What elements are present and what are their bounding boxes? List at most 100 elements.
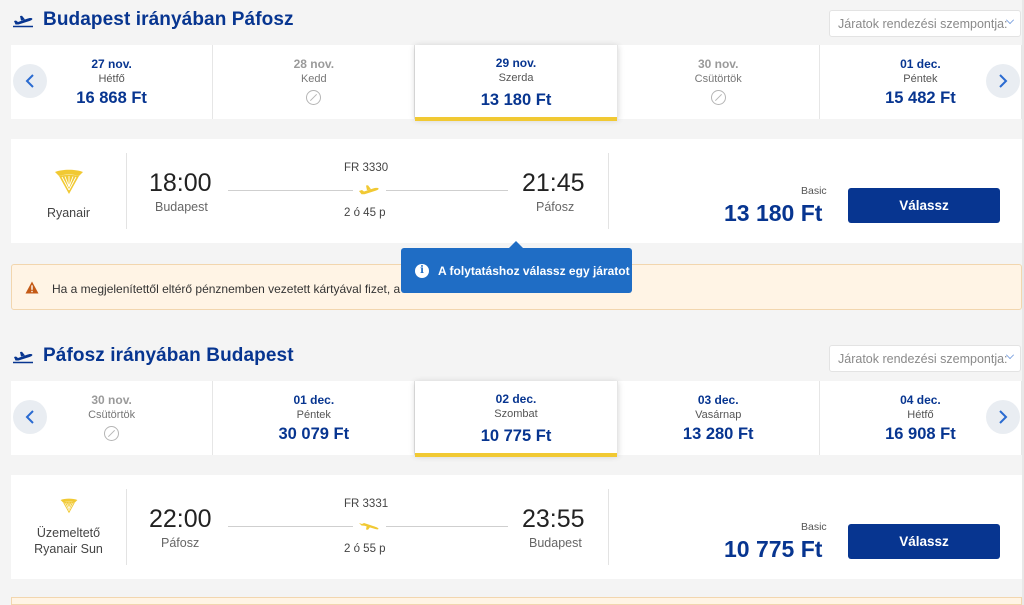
card-divider [608,153,609,229]
no-flights-icon [306,90,322,105]
departure-time: 18:00 [149,169,212,197]
weekday-label: Vasárnap [695,409,742,421]
weekday-label: Csütörtök [694,73,742,85]
weekday-label: Szerda [498,72,534,84]
scrollbar-track[interactable] [1022,0,1024,605]
date-price: 10 775 Ft [480,427,552,445]
date-option[interactable]: 04 dec. Hétfő 16 908 Ft [820,381,1023,455]
date-label: 01 dec. [293,393,335,407]
select-flight-tooltip: i A folytatáshoz válassz egy járatot [401,241,632,293]
no-flights-icon [710,90,726,105]
inbound-date-bar: 30 nov. Csütörtök 01 dec. Péntek 30 079 … [11,381,1023,457]
ryanair-harp-logo-icon [60,498,77,514]
weekday-label: Hétfő [98,73,125,85]
carrier-info: Üzemeltető Ryanair Sun [11,489,127,565]
chevron-right-icon [999,410,1008,424]
date-option[interactable]: 01 dec. Péntek 15 482 Ft [820,45,1023,119]
date-option-unavailable: 30 nov. Csütörtök [618,45,820,119]
prev-dates-button[interactable] [13,400,47,434]
fare-price: 10 775 Ft [724,536,823,562]
flight-duration: 2 ó 45 p [344,207,386,219]
outbound-date-bar: 27 nov. Hétfő 16 868 Ft 28 nov. Kedd 29 … [11,45,1023,121]
date-label: 30 nov. [91,393,132,407]
date-price: 15 482 Ft [885,89,956,107]
route-line [386,526,508,527]
next-dates-button[interactable] [986,64,1020,98]
inbound-section-title: Páfosz irányában Budapest [12,341,294,371]
warning-triangle-icon [25,281,39,294]
departure-city: Páfosz [161,536,200,550]
date-option-unavailable: 30 nov. Csütörtök [11,381,214,455]
date-option-selected[interactable]: 29 nov. Szerda 13 180 Ft [415,45,618,121]
sort-placeholder: Járatok rendezési szempontja: [838,352,1008,366]
select-flight-button[interactable]: Válassz [848,524,1000,559]
weekday-label: Szombat [494,408,538,420]
date-label: 27 nov. [91,57,132,71]
inbound-flight-card[interactable]: Üzemeltető Ryanair Sun 22:00 Páfosz FR 3… [11,475,1022,579]
arrival-city: Páfosz [536,200,575,214]
ryanair-harp-logo-icon [54,169,83,194]
route-line [228,190,353,191]
date-price: 16 908 Ft [885,425,956,443]
plane-takeoff-icon [13,15,33,28]
next-warning-strip [11,597,1022,605]
carrier-name: Ryanair [46,206,91,220]
sort-placeholder: Járatok rendezési szempontja: [838,17,1008,31]
outbound-section-title: Budapest irányában Páfosz [12,5,294,35]
weekday-label: Péntek [903,73,938,85]
date-label: 04 dec. [900,393,941,407]
plane-takeoff-icon [13,351,33,364]
plane-icon [359,185,379,195]
fare-type: Basic [801,521,827,533]
date-option-selected[interactable]: 02 dec. Szombat 10 775 Ft [415,381,618,457]
date-label: 03 dec. [697,393,739,407]
card-divider [608,489,609,565]
no-flights-icon [104,426,120,441]
flight-number: FR 3331 [344,498,389,510]
date-label: 01 dec. [900,57,941,71]
info-icon: i [415,263,429,278]
outbound-sort-select[interactable]: Járatok rendezési szempontja: [829,10,1021,37]
departure-city: Budapest [155,200,208,214]
warning-text: Ha a megjelenítettől eltérő pénznemben v… [52,282,401,296]
date-label: 30 nov. [697,57,739,71]
chevron-left-icon [25,74,34,88]
flight-number: FR 3330 [344,162,389,174]
outbound-flight-card[interactable]: Ryanair 18:00 Budapest FR 3330 2 ó 45 p … [11,139,1022,243]
weekday-label: Csütörtök [88,409,136,421]
inbound-sort-select[interactable]: Járatok rendezési szempontja: [829,345,1021,372]
carrier-operator-label: Üzemeltető [36,526,101,540]
arrival-time: 23:55 [522,505,585,533]
date-label: 29 nov. [495,56,537,70]
inbound-title: Páfosz irányában Budapest [43,345,294,366]
date-label: 28 nov. [293,57,335,71]
carrier-info: Ryanair [11,153,127,229]
carrier-name: Ryanair Sun [34,542,103,556]
date-label: 02 dec. [495,392,537,406]
outbound-title: Budapest irányában Páfosz [43,9,294,30]
flight-duration: 2 ó 55 p [344,543,386,555]
date-option[interactable]: 27 nov. Hétfő 16 868 Ft [11,45,214,119]
fare-type: Basic [801,185,827,197]
fare-price: 13 180 Ft [724,200,823,226]
tooltip-text: A folytatáshoz válassz egy járatot [438,263,630,278]
weekday-label: Péntek [296,409,331,421]
date-option[interactable]: 01 dec. Péntek 30 079 Ft [213,381,416,455]
select-flight-button[interactable]: Válassz [848,188,1000,223]
departure-time: 22:00 [149,505,212,533]
date-option[interactable]: 03 dec. Vasárnap 13 280 Ft [618,381,820,455]
chevron-right-icon [999,74,1008,88]
date-price: 13 280 Ft [682,425,754,443]
date-price: 13 180 Ft [480,91,552,109]
weekday-label: Kedd [300,73,327,85]
weekday-label: Hétfő [907,409,934,421]
next-dates-button[interactable] [986,400,1020,434]
prev-dates-button[interactable] [13,64,47,98]
chevron-left-icon [25,410,34,424]
plane-landing-icon [359,523,379,530]
route-line [386,190,508,191]
arrival-time: 21:45 [522,169,585,197]
date-price: 30 079 Ft [278,425,350,443]
date-price: 16 868 Ft [76,89,147,107]
arrival-city: Budapest [529,536,582,550]
